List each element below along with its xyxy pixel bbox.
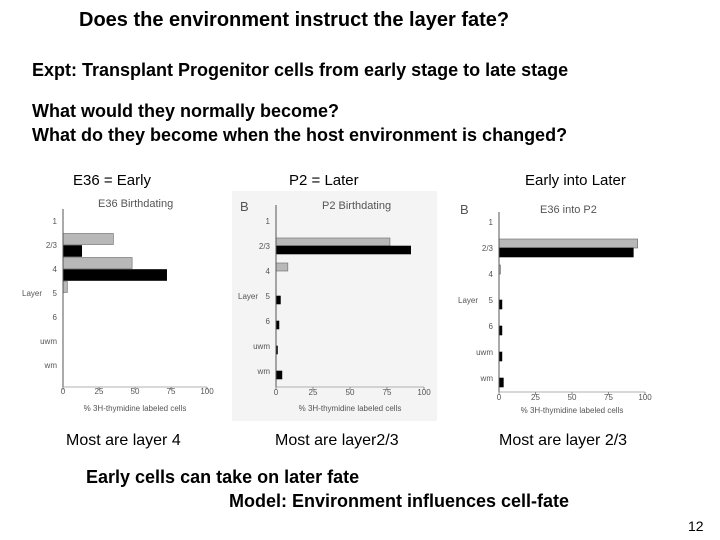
x-tick-label: 50 — [346, 388, 355, 397]
x-tick-label: 75 — [167, 387, 176, 396]
y-tick-label: wm — [257, 367, 271, 376]
bar-series-1 — [62, 257, 133, 269]
result-label-later: Most are layer2/3 — [275, 432, 399, 449]
y-tick-label: 5 — [53, 289, 58, 298]
bar-series-2 — [62, 269, 167, 281]
conclusion-text: Early cells can take on later fate — [86, 467, 360, 487]
panel-caption-early: E36 = Early — [73, 172, 151, 189]
chart-p2-birthdating: P2 Birthdating B 1 2/3 4 5 6 uwm wm 0 25 50 75 100 % 3… — [232, 191, 437, 421]
y-tick-label: 4 — [489, 270, 494, 279]
y-tick-label: 2/3 — [259, 242, 271, 251]
y-tick-label: 2/3 — [482, 244, 494, 253]
bar-series-2 — [498, 247, 634, 258]
x-tick-label: 0 — [497, 393, 502, 402]
y-tick-label: 4 — [266, 267, 271, 276]
model-text: Model: Environment influences cell-fate — [229, 491, 570, 511]
x-tick-label: 100 — [638, 393, 652, 402]
result-label-early: Most are layer 4 — [66, 432, 181, 449]
bar-series-2 — [62, 245, 83, 257]
experiment-text: Expt: Transplant Progenitor cells from e… — [32, 60, 569, 80]
bar-series-1 — [62, 281, 68, 293]
chart-e36-into-p2: E36 into P2 B 1 2/3 4 5 6 uwm wm 0 25 50 75 100 % 3H-t… — [455, 196, 665, 421]
question-normal-fate: What would they normally become? — [32, 101, 340, 121]
x-tick-label: 25 — [309, 388, 318, 397]
chart-title: P2 Birthdating — [322, 200, 391, 212]
chart-title: E36 Birthdating — [98, 198, 173, 210]
y-tick-label: uwm — [476, 348, 493, 357]
y-tick-label: uwm — [253, 342, 270, 351]
x-tick-label: 25 — [95, 387, 104, 396]
panel-letter: B — [460, 202, 469, 217]
x-axis-label: % 3H-thymidine labeled cells — [521, 406, 624, 415]
y-tick-label: 5 — [266, 292, 271, 301]
y-tick-label: 2/3 — [46, 241, 58, 250]
panel-caption-transplant: Early into Later — [525, 172, 626, 189]
y-tick-label: 5 — [489, 296, 494, 305]
y-axis-label: Layer — [22, 289, 42, 298]
y-axis-label: Layer — [458, 296, 478, 305]
y-tick-label: wm — [44, 361, 58, 370]
x-tick-label: 50 — [568, 393, 577, 402]
chart-background — [455, 196, 665, 421]
y-tick-label: 4 — [53, 265, 58, 274]
y-tick-label: 6 — [53, 313, 58, 322]
bar-series-2 — [498, 377, 504, 388]
x-tick-label: 75 — [604, 393, 613, 402]
x-axis-label: % 3H-thymidine labeled cells — [299, 404, 402, 413]
y-tick-label: 1 — [53, 217, 58, 226]
x-tick-label: 100 — [417, 388, 431, 397]
bar-series-1 — [62, 233, 114, 245]
y-tick-label: 6 — [266, 317, 271, 326]
y-tick-label: wm — [480, 374, 494, 383]
x-tick-label: 25 — [531, 393, 540, 402]
y-tick-label: uwm — [40, 337, 57, 346]
y-tick-label: 6 — [489, 322, 494, 331]
x-tick-label: 100 — [200, 387, 214, 396]
bar-series-2 — [275, 295, 281, 305]
slide-title: Does the environment instruct the layer … — [79, 9, 510, 31]
bar-series-2 — [275, 370, 283, 380]
x-axis-label: % 3H-thymidine labeled cells — [84, 404, 187, 413]
result-label-transplant: Most are layer 2/3 — [499, 432, 628, 449]
bar-series-2 — [275, 245, 411, 255]
chart-e36-birthdating: E36 Birthdating 1 2/3 4 5 6 uwm wm 0 25 50 75 100 % 3… — [20, 191, 220, 421]
question-changed-environment: What do they become when the host enviro… — [32, 125, 568, 145]
x-tick-label: 50 — [131, 387, 140, 396]
y-axis-label: Layer — [238, 292, 258, 301]
chart-title: E36 into P2 — [540, 204, 597, 216]
panel-caption-later: P2 = Later — [289, 172, 359, 189]
y-tick-label: 1 — [489, 218, 494, 227]
page-number: 12 — [688, 518, 704, 534]
x-tick-label: 0 — [61, 387, 66, 396]
bar-series-1 — [498, 238, 638, 249]
x-tick-label: 0 — [274, 388, 279, 397]
bar-series-1 — [275, 237, 391, 247]
chart-background — [20, 191, 220, 421]
x-tick-label: 75 — [383, 388, 392, 397]
panel-letter: B — [240, 199, 249, 214]
bar-series-1 — [275, 262, 289, 272]
chart-background — [232, 191, 437, 421]
y-tick-label: 1 — [266, 217, 271, 226]
